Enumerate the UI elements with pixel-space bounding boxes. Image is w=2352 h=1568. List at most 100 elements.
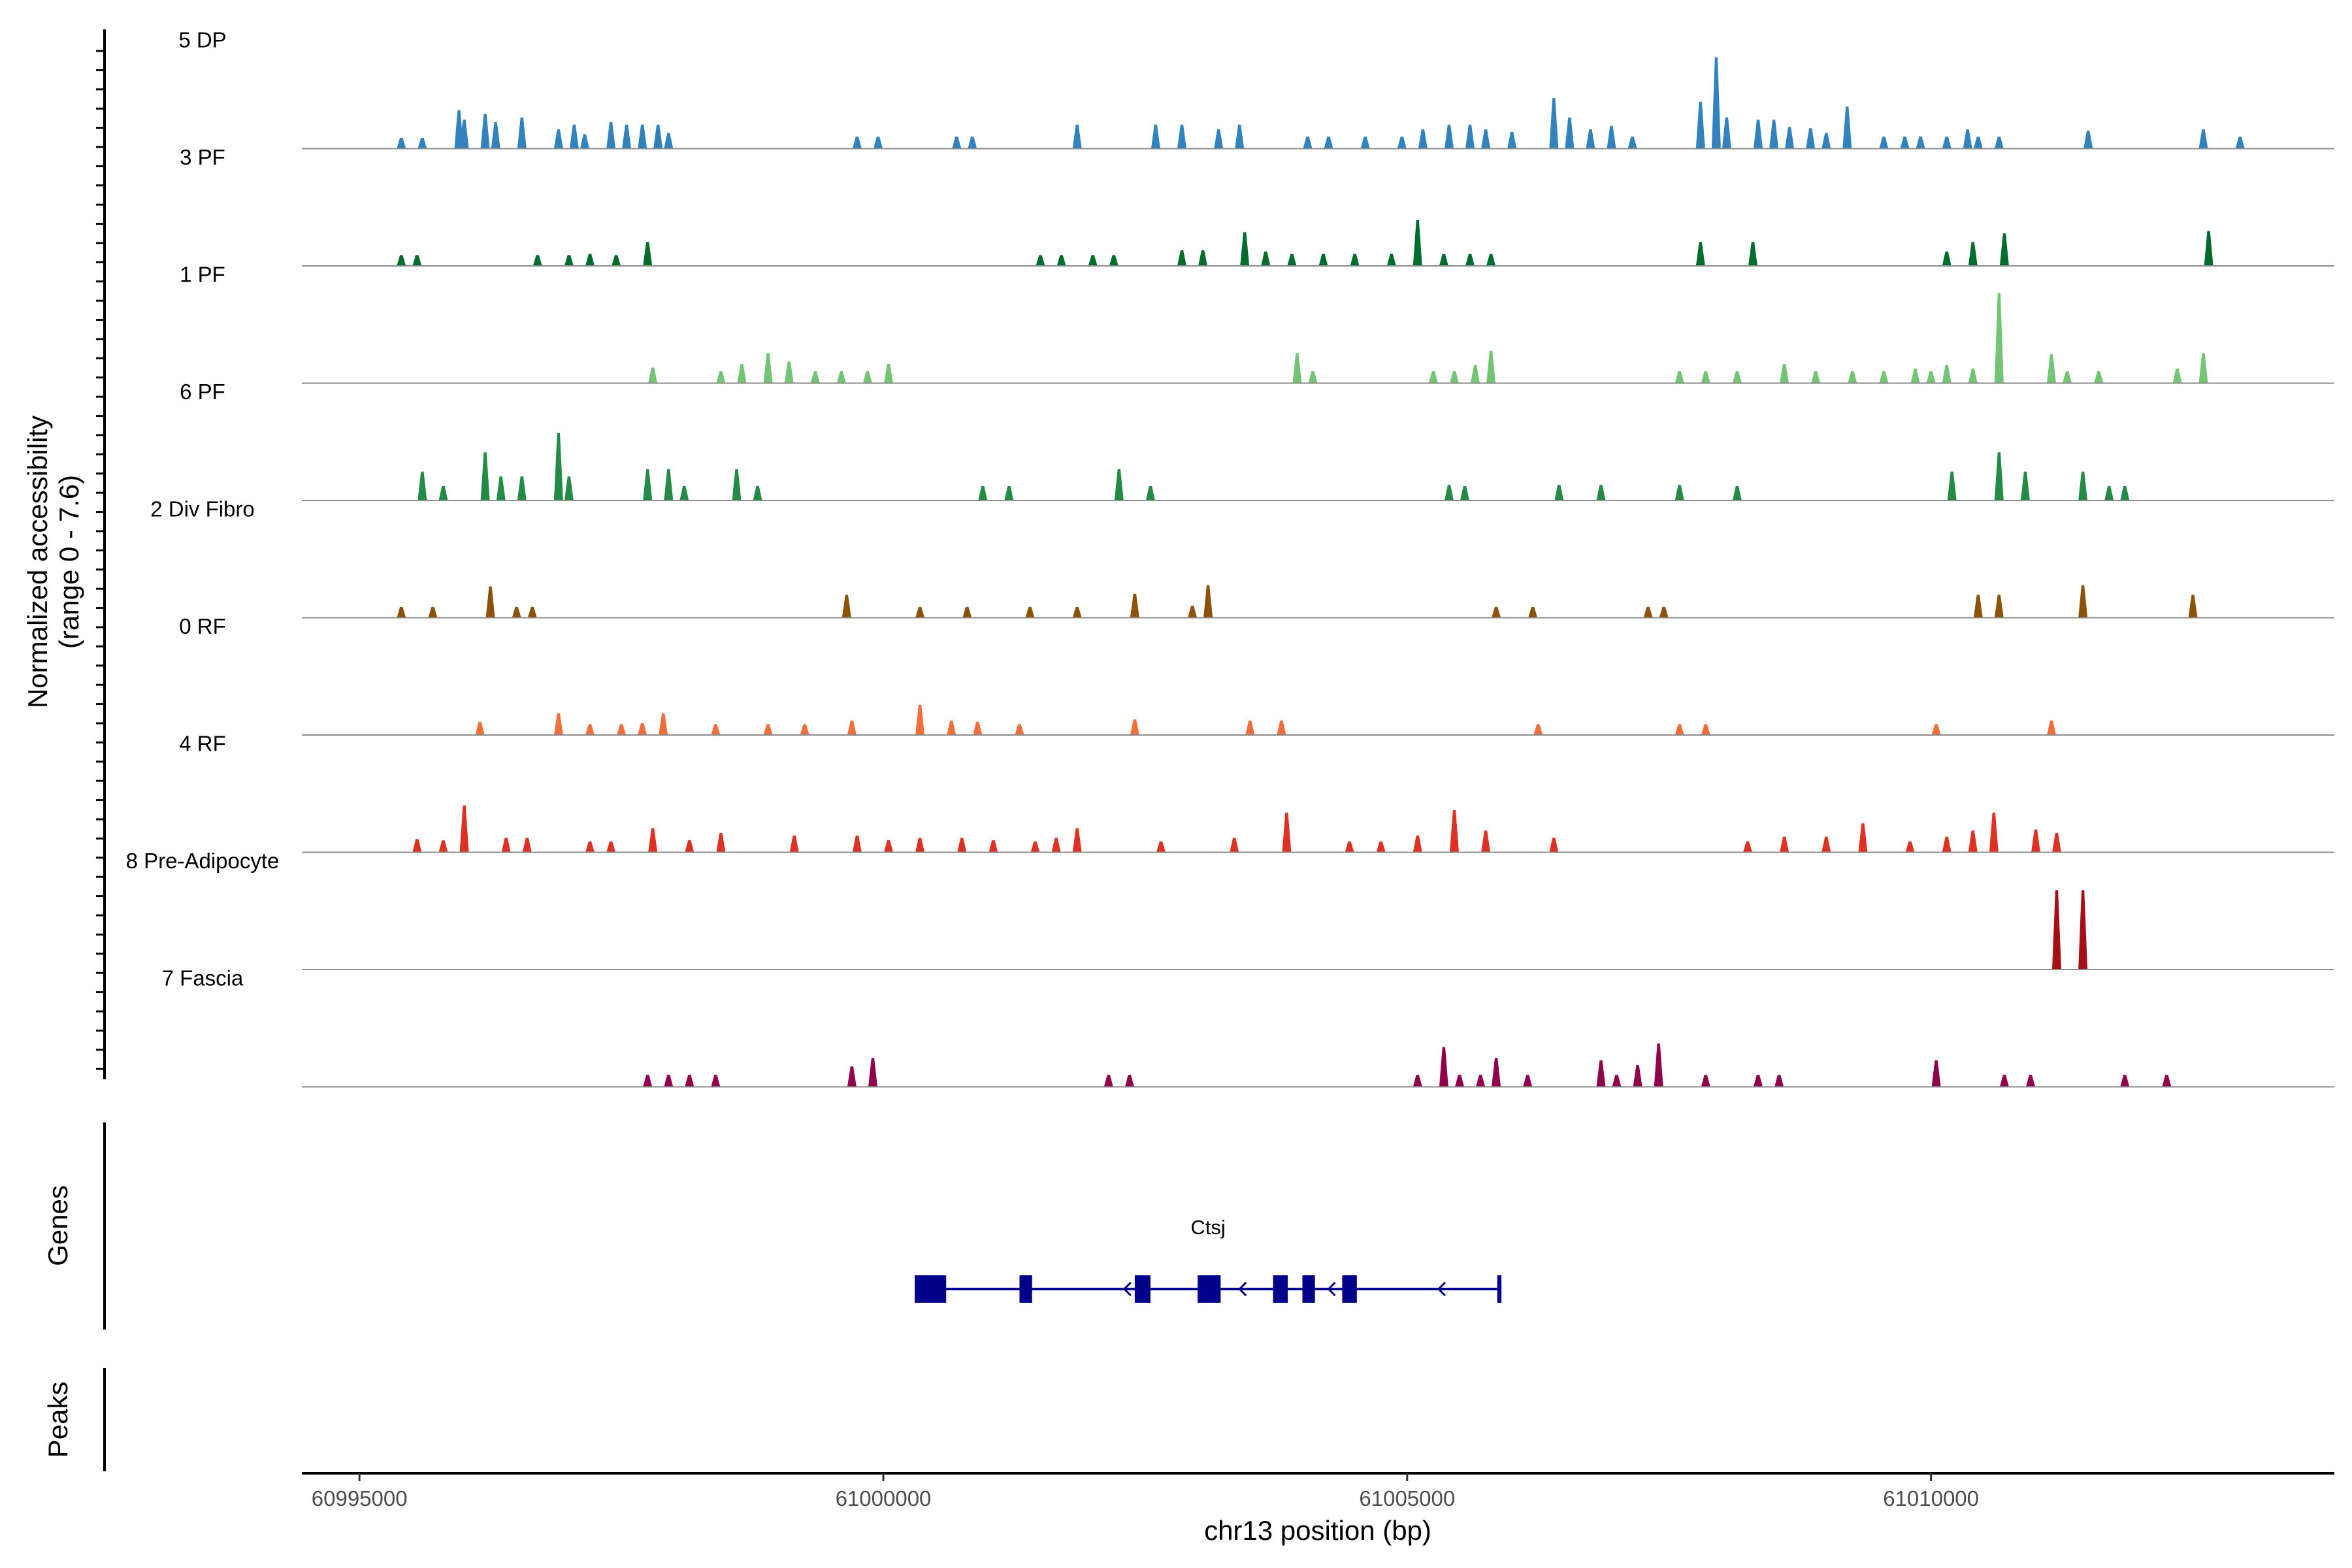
track-label: 0 RF	[179, 614, 226, 638]
coverage-peak	[1439, 1047, 1448, 1087]
coverage-peak	[1695, 101, 1705, 149]
coverage-peak	[1015, 724, 1024, 735]
coverage-peak	[1004, 485, 1014, 500]
coverage-peak	[1088, 255, 1098, 266]
coverage-peak	[1743, 841, 1752, 853]
coverage-peak	[412, 255, 422, 266]
coverage-peak	[2120, 485, 2130, 500]
coverage-peak	[1072, 124, 1082, 149]
coverage-peak	[1528, 606, 1538, 618]
coverage-peak	[1130, 593, 1139, 618]
gene-label: Ctsj	[1190, 1216, 1225, 1239]
coverage-peak	[1722, 117, 1731, 149]
coverage-peak	[1968, 242, 1978, 266]
coverage-peak	[1318, 253, 1328, 266]
coverage-peak	[1711, 57, 1721, 149]
coverage-peak	[1103, 1075, 1113, 1087]
coverage-peak	[1785, 127, 1795, 149]
coverage-peak	[1858, 823, 1868, 853]
coverage-peak	[1177, 250, 1186, 266]
gene-exon	[1302, 1275, 1315, 1303]
track-2-div-fibro: 2 Div Fibro	[150, 497, 2334, 619]
coverage-peak	[1989, 812, 1999, 853]
coverage-peak	[884, 840, 893, 853]
coverage-peak	[2047, 354, 2056, 384]
coverage-peak	[1931, 724, 1941, 735]
coverage-peak	[1612, 1075, 1622, 1087]
peaks-track-title: Peaks	[42, 1382, 73, 1458]
coverage-peak	[2078, 585, 2088, 618]
coverage-peak	[1308, 371, 1318, 384]
coverage-peak	[2198, 353, 2208, 384]
coverage-peak	[617, 724, 627, 735]
coverage-peak	[753, 485, 762, 500]
coverage-peak	[1292, 353, 1302, 384]
coverage-peak	[1156, 841, 1166, 853]
coverage-peak	[2198, 129, 2208, 149]
coverage-peak	[1701, 371, 1710, 384]
track-4-rf: 4 RF	[179, 732, 2334, 853]
coverage-peak	[1240, 232, 1250, 266]
track-8-pre-adipocyte: 8 Pre-Adipocyte	[126, 849, 2334, 970]
coverage-peak	[1695, 242, 1705, 266]
coverage-peak	[1465, 253, 1475, 266]
coverage-peak	[2078, 890, 2088, 970]
gene-ctsj: Ctsj	[915, 1216, 1502, 1303]
coverage-peak	[1481, 129, 1491, 149]
coverage-peak	[659, 713, 668, 735]
coverage-peak	[1674, 371, 1684, 384]
coverage-peak	[1769, 120, 1779, 149]
coverage-peak	[606, 841, 616, 853]
coverage-peak	[1235, 124, 1245, 149]
coverage-peak	[763, 724, 773, 735]
coverage-peak	[1413, 1075, 1422, 1087]
coverage-peak	[1701, 724, 1710, 735]
coverage-peak	[564, 255, 574, 266]
coverage-peak	[412, 839, 422, 853]
coverage-peak	[1486, 350, 1496, 384]
coverage-peak	[1455, 1075, 1464, 1087]
coverage-peak	[517, 476, 527, 500]
coverage-peak	[664, 469, 674, 500]
coverage-peak	[874, 137, 883, 149]
coverage-peak	[638, 723, 647, 735]
coverage-y-axis	[96, 29, 106, 1079]
track-label: 4 RF	[179, 732, 226, 756]
coverage-peak	[947, 720, 956, 735]
gene-exon	[915, 1275, 947, 1303]
coverage-peak	[1549, 98, 1559, 149]
coverage-peak	[1842, 106, 1852, 149]
coverage-peak	[1486, 253, 1496, 266]
coverage-tracks: 5 DP 3 PF 1 PF 6 PF 2 Div Fibro 0 RF 4 RF 8 Pre…	[126, 28, 2334, 1088]
coverage-peak	[1450, 371, 1459, 384]
coverage-peak	[612, 255, 621, 266]
coverage-peak	[1151, 124, 1160, 149]
coverage-peak	[643, 469, 653, 500]
coverage-peak	[1942, 365, 1952, 384]
coverage-peak	[1879, 371, 1889, 384]
coverage-peak	[475, 721, 485, 735]
coverage-peak	[438, 840, 448, 853]
coverage-peak	[1360, 137, 1370, 149]
coverage-peak	[1973, 595, 1983, 618]
coverage-peak	[491, 122, 500, 149]
coverage-peak	[884, 364, 893, 384]
coverage-peak	[685, 840, 694, 853]
coverage-peak	[968, 137, 977, 149]
strand-arrow	[1437, 1281, 1446, 1297]
strand-arrow	[1018, 1281, 1027, 1297]
coverage-peak	[2204, 231, 2213, 266]
coverage-peak	[480, 114, 490, 149]
coverage-peak	[1492, 606, 1501, 618]
coverage-peak	[1465, 124, 1475, 149]
coverage-peak	[459, 120, 469, 149]
genes-track-title: Genes	[42, 1185, 73, 1266]
coverage-peak	[1994, 137, 2004, 149]
track-6-pf: 6 PF	[180, 380, 2334, 501]
coverage-peak	[1900, 137, 1910, 149]
coverage-peak	[1701, 1075, 1710, 1087]
coverage-peak	[648, 367, 658, 384]
coverage-peak	[1879, 137, 1889, 149]
gene-track: Ctsj	[915, 1216, 1502, 1303]
